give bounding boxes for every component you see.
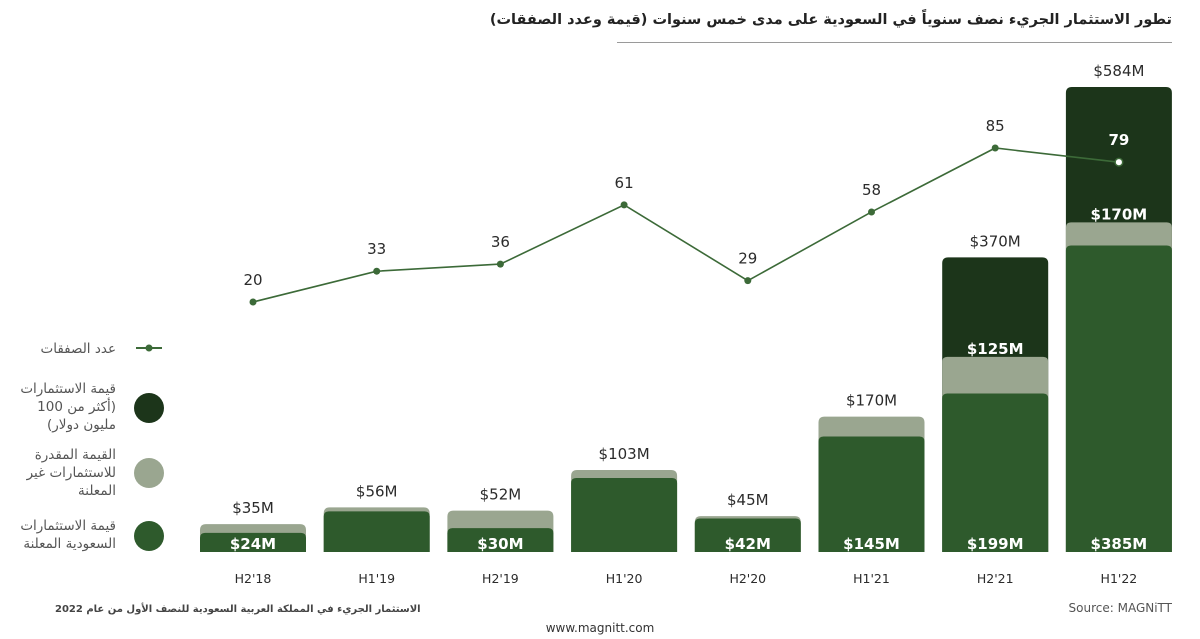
bar-disclosed (818, 436, 925, 552)
deal-count-line (252, 147, 1119, 303)
footer-note: الاستثمار الجريء في المملكة العربية السع… (55, 604, 421, 615)
chart-title: تطور الاستثمار الجريء نصف سنوياً في السع… (489, 12, 1172, 28)
deal-count-point (373, 267, 381, 275)
deal-count-label: 20 (243, 271, 262, 289)
x-tick-label: H1'19 (358, 571, 395, 586)
legend-item-deal-count: عدد الصفقات (14, 320, 164, 380)
deal-count-point (1114, 157, 1124, 167)
deal-count-label: 58 (862, 181, 881, 199)
deal-count-point (868, 208, 875, 216)
source-label: Source: MAGNiTT (1068, 601, 1172, 615)
deal-count-point (620, 201, 628, 209)
deal-count-label: 79 (1108, 131, 1129, 149)
bar-total-label: $56M (356, 482, 398, 500)
bar-value-label: $385M (1091, 535, 1148, 553)
deal-count-label: 36 (491, 233, 510, 251)
x-tick-label: H1'20 (606, 571, 643, 586)
legend-item-mega-deals: قيمة الاستثمارات (أكثر من 100 مليون دولا… (14, 380, 164, 440)
bar-total-label: $35M (232, 499, 274, 517)
deal-count-label: 33 (367, 240, 386, 258)
line-marker-icon (136, 344, 162, 352)
bar-total-label: $52M (480, 486, 522, 504)
bar-value-label: $42M (725, 535, 771, 553)
gray-green-circle-icon (134, 458, 164, 488)
deal-count-point (249, 298, 257, 306)
bar-disclosed (1065, 245, 1172, 552)
legend-label-estimated: القيمة المقدرة للاستثمارات غير المعلنة (26, 447, 116, 499)
deal-count-point (744, 277, 752, 285)
bar-value-label: $125M (967, 340, 1024, 358)
x-tick-label: H1'22 (1101, 571, 1138, 586)
deal-count-label: 29 (738, 250, 757, 268)
legend-label-mega-deals: قيمة الاستثمارات (أكثر من 100 مليون دولا… (20, 381, 116, 433)
legend-item-disclosed: قيمة الاستثمارات السعودية المعلنة (14, 517, 164, 577)
bar-disclosed (571, 477, 678, 552)
bar-value-label: $24M (230, 535, 276, 553)
bar-total-label: $103M (599, 445, 650, 463)
x-tick-label: H2'19 (482, 571, 519, 586)
bar-disclosed (200, 532, 306, 552)
bar-disclosed (694, 518, 801, 552)
legend-label-disclosed: قيمة الاستثمارات السعودية المعلنة (20, 518, 116, 552)
bar-disclosed (323, 511, 430, 552)
bar-total-label: $370M (970, 232, 1021, 250)
bar-line-chart: $24M $35M H2'18 $56M H1'19 $30M $52M H2'19 $103M… (200, 62, 1172, 586)
website-link[interactable]: www.magnitt.com (545, 621, 655, 635)
title-divider (617, 42, 1172, 43)
bar-total-label: $584M (1093, 62, 1144, 80)
deal-count-point (991, 144, 999, 152)
legend-item-estimated: القيمة المقدرة للاستثمارات غير المعلنة (14, 446, 164, 506)
bar-disclosed (447, 528, 554, 552)
x-tick-label: H1'21 (853, 571, 890, 586)
green-circle-icon (134, 521, 164, 551)
bar-disclosed (942, 393, 1049, 552)
bar-value-label: $30M (477, 535, 523, 553)
dark-green-circle-icon (134, 393, 164, 423)
deal-count-label: 85 (986, 117, 1005, 135)
x-tick-label: H2'21 (977, 571, 1014, 586)
bar-value-label: $199M (967, 535, 1024, 553)
x-tick-label: H2'20 (729, 571, 766, 586)
deal-count-point (496, 260, 504, 268)
bar-total-label: $170M (846, 392, 897, 410)
bar-value-label: $170M (1091, 205, 1148, 223)
x-tick-label: H2'18 (235, 571, 272, 586)
bar-total-label: $45M (727, 491, 769, 509)
bar-value-label: $145M (843, 535, 900, 553)
legend-label-deal-count: عدد الصفقات (40, 341, 117, 357)
deal-count-label: 61 (615, 174, 634, 192)
